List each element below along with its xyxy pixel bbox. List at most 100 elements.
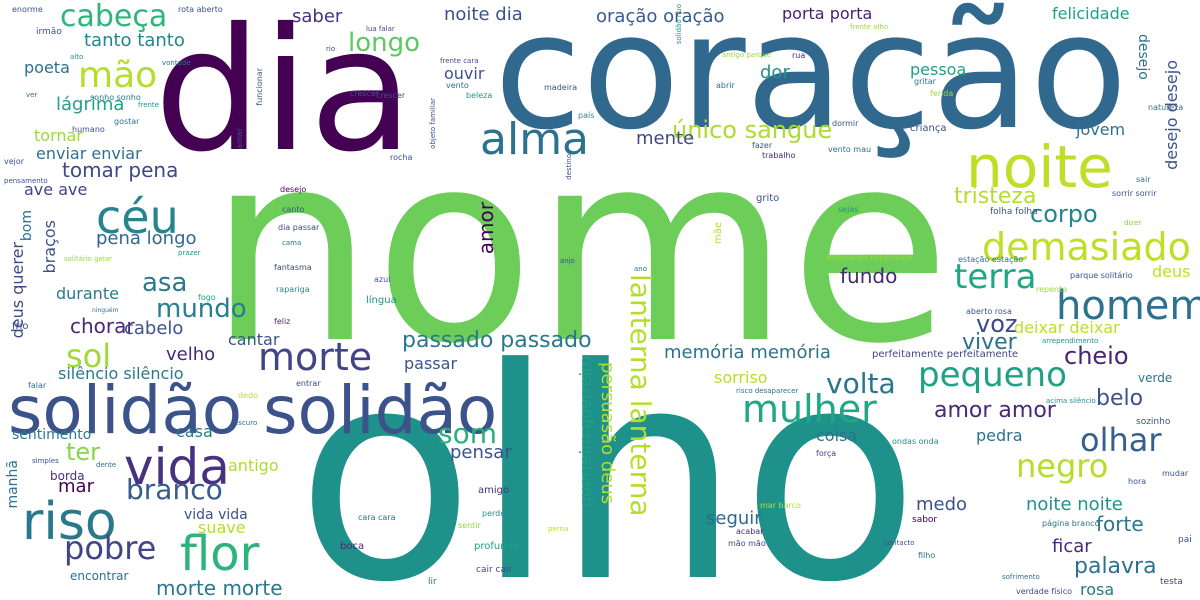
word: bom xyxy=(19,210,35,242)
word: acabar xyxy=(736,527,764,536)
word: desejo desejo xyxy=(1162,60,1181,170)
word: crescer xyxy=(350,89,380,98)
word: ver xyxy=(26,91,38,99)
word: pequeno xyxy=(918,355,1067,395)
word: anjo xyxy=(560,257,575,265)
word: folha folha xyxy=(990,207,1038,217)
word: alto xyxy=(70,53,84,61)
word: escuro xyxy=(234,419,258,427)
word: profundo xyxy=(474,541,520,552)
word: mudar xyxy=(1162,469,1189,478)
word: tomar pena xyxy=(62,158,179,182)
word: céu xyxy=(96,190,179,244)
word: dizer xyxy=(1124,219,1142,227)
word: cantar xyxy=(228,330,280,349)
word: rocha xyxy=(390,153,413,162)
word: mundo xyxy=(156,294,247,324)
word: filho xyxy=(918,551,936,560)
word: morte morte xyxy=(156,576,283,600)
word: entrar xyxy=(296,379,321,388)
word: país xyxy=(578,111,595,120)
word: verdade físico xyxy=(1016,587,1073,596)
word: ouvir xyxy=(444,64,485,83)
word: belo xyxy=(1096,386,1144,411)
word: homem xyxy=(1056,283,1200,329)
word: suave xyxy=(198,518,246,537)
word: sabor xyxy=(912,515,938,525)
word: negro xyxy=(1016,447,1109,485)
word: amor amor xyxy=(934,398,1056,423)
word: trabalho xyxy=(762,151,796,160)
word: amor xyxy=(474,202,498,255)
word: lua falar xyxy=(366,25,395,33)
word: durante xyxy=(56,284,119,303)
word: sozinho xyxy=(1136,417,1171,427)
word: chorar xyxy=(70,314,135,338)
word: objeto familiar xyxy=(429,98,437,149)
word: lanterna lanterna xyxy=(624,274,657,517)
word: cabeça xyxy=(60,0,168,34)
word: enviar enviar xyxy=(36,144,142,163)
word: forte xyxy=(1096,512,1144,536)
word: deus xyxy=(1152,262,1191,281)
word: vento xyxy=(446,81,469,90)
word: felicidade xyxy=(1052,4,1130,23)
word: único sangue xyxy=(672,116,833,144)
word: fazer xyxy=(752,141,773,150)
word: ave ave xyxy=(24,180,88,199)
word: pai xyxy=(1178,535,1192,545)
word: passado passado xyxy=(402,328,592,353)
word: vida vida xyxy=(184,507,248,523)
word: mente xyxy=(636,128,695,149)
word: lágrima xyxy=(56,94,125,115)
word: madeira xyxy=(544,83,578,92)
word: página branco xyxy=(1042,519,1100,528)
word: frente xyxy=(138,101,159,109)
word: ter xyxy=(66,438,101,466)
word: sorrir sorrir xyxy=(1112,189,1157,198)
word: dor xyxy=(760,62,790,83)
word: canto xyxy=(282,205,305,214)
word: solidão nuo xyxy=(675,4,683,45)
word: branco xyxy=(126,473,223,506)
word: vontade xyxy=(162,59,191,67)
word: dia passar xyxy=(278,223,320,232)
word: sorriso xyxy=(714,368,768,387)
word: ficar xyxy=(1052,536,1092,557)
word: língua xyxy=(366,295,397,306)
word: casa xyxy=(176,422,213,441)
word: ninguém xyxy=(92,307,119,314)
word: dia xyxy=(154,0,414,190)
word: destino xyxy=(565,154,573,180)
word: rota aberto xyxy=(178,5,223,14)
word: rapariga xyxy=(276,285,310,294)
word: flor xyxy=(180,526,260,582)
word: noite noite xyxy=(1026,494,1123,515)
word: pensar xyxy=(450,442,512,463)
word: vida xyxy=(124,438,230,496)
word: hora xyxy=(1128,477,1147,486)
word: falar xyxy=(28,381,47,390)
word: amar xyxy=(235,128,244,149)
word: desejo xyxy=(280,185,307,194)
word: borda xyxy=(50,469,85,483)
word: frio xyxy=(12,321,29,332)
word: silêncio silêncio xyxy=(58,364,184,383)
word: nome xyxy=(208,96,951,401)
word: dente xyxy=(96,461,117,469)
word: pedra xyxy=(976,426,1023,445)
word: abrir xyxy=(716,81,735,90)
word: frente olho xyxy=(850,23,889,31)
word: frente cara xyxy=(440,57,479,65)
word: mar xyxy=(58,476,94,497)
word: crescer xyxy=(376,91,406,100)
word: solidão solidão xyxy=(8,372,498,449)
word: sonho sonho xyxy=(90,93,141,102)
word: antigo xyxy=(228,456,279,475)
word: perfeitamente perfeitamente xyxy=(872,349,1019,360)
word: encontrar xyxy=(70,569,129,583)
word: risco desaparecer xyxy=(736,387,799,395)
word: ondas onda xyxy=(892,437,939,446)
word: rosa xyxy=(1080,580,1115,599)
